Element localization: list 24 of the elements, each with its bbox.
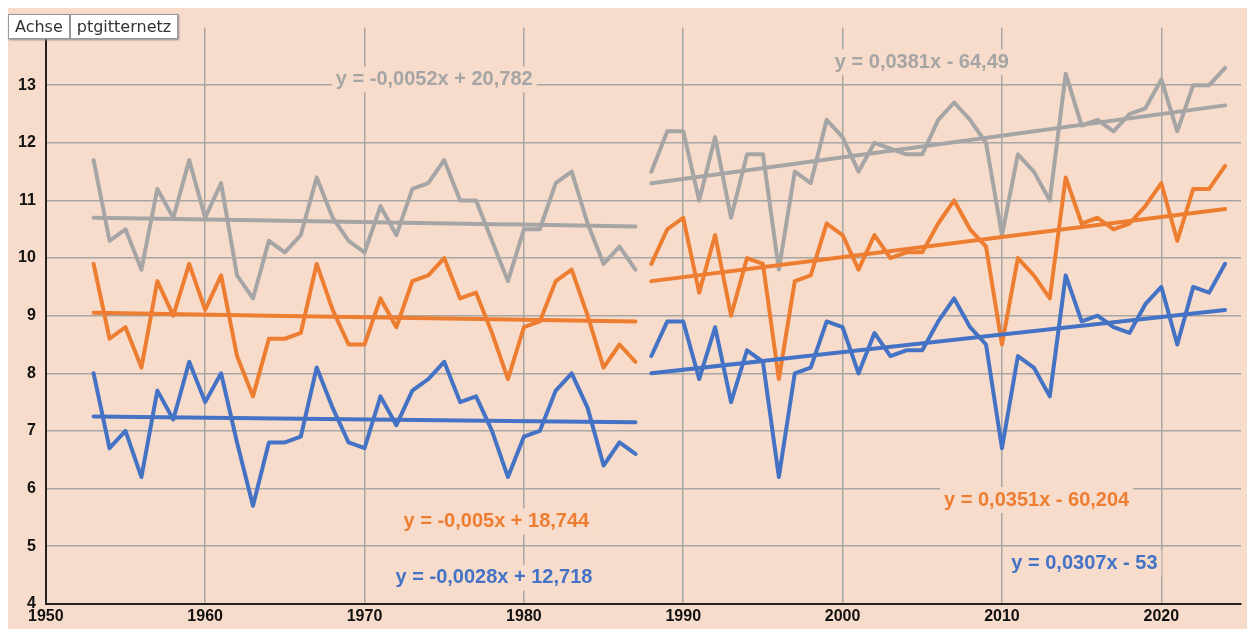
annotation: y = -0,0028x + 12,718 bbox=[395, 565, 593, 588]
annotation: y = 0,0351x - 60,204 bbox=[944, 487, 1131, 510]
y-tick-label: 9 bbox=[26, 306, 36, 324]
y-tick-label: 5 bbox=[26, 536, 36, 554]
annotation: Achse bbox=[8, 14, 70, 39]
x-tick-label: 1980 bbox=[506, 606, 542, 624]
x-tick-label: 2020 bbox=[1143, 606, 1180, 624]
x-tick-label: 1970 bbox=[346, 606, 383, 624]
y-tick-label: 7 bbox=[26, 421, 36, 439]
y-tick-label: 8 bbox=[26, 363, 36, 381]
y-tick-label: 6 bbox=[26, 478, 36, 496]
x-tick-label: 2010 bbox=[984, 606, 1020, 624]
annotation: y = -0,005x + 18,744 bbox=[403, 508, 591, 531]
y-tick-label: 12 bbox=[18, 133, 36, 151]
y-tick-label: 11 bbox=[18, 190, 36, 208]
x-tick-label: 2000 bbox=[824, 606, 861, 624]
x-tick-label: 1960 bbox=[187, 606, 224, 624]
annotation: ptgitternetz bbox=[69, 14, 179, 39]
y-tick-label: 13 bbox=[18, 75, 36, 93]
annotation: y = 0,0307x - 53 bbox=[1011, 550, 1158, 573]
annotation: y = -0,0052x + 20,782 bbox=[335, 66, 533, 89]
y-tick-label: 10 bbox=[18, 248, 36, 266]
annotation: y = 0,0381x - 64,49 bbox=[834, 49, 1009, 72]
x-tick-label: 1990 bbox=[665, 606, 702, 624]
